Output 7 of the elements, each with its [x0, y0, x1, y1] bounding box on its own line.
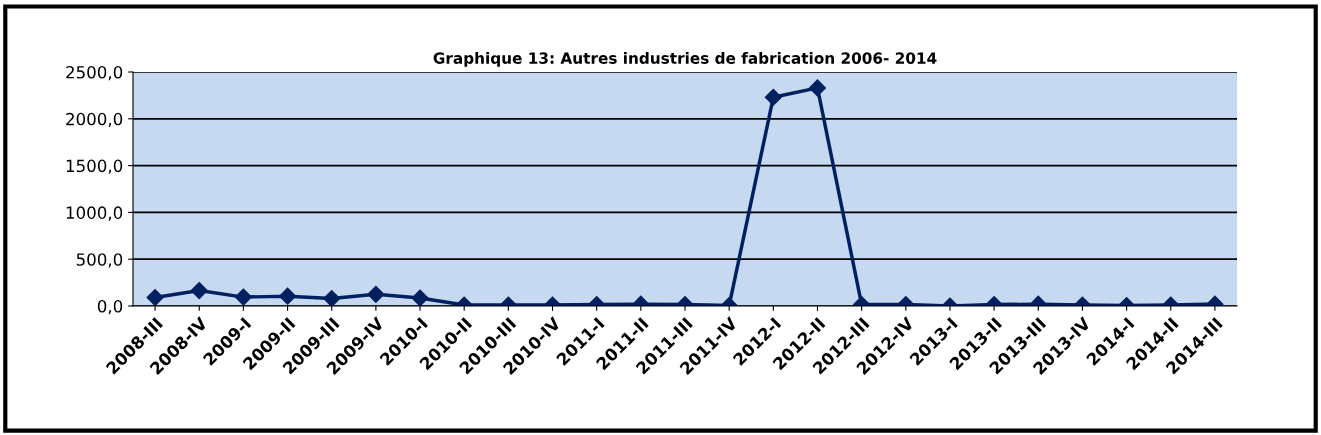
- y-tick-label: 2500,0: [66, 65, 123, 81]
- y-tick-label: 2000,0: [66, 112, 123, 128]
- y-tick-label: 1000,0: [66, 206, 123, 221]
- y-tick-label: 1500,0: [66, 159, 123, 174]
- y-tick-label: 500,0: [76, 253, 123, 268]
- y-tick-label: 0,0: [97, 299, 123, 315]
- chart-title: Graphique 13: Autres industries de fabrication 2006- 2014: [433, 52, 937, 67]
